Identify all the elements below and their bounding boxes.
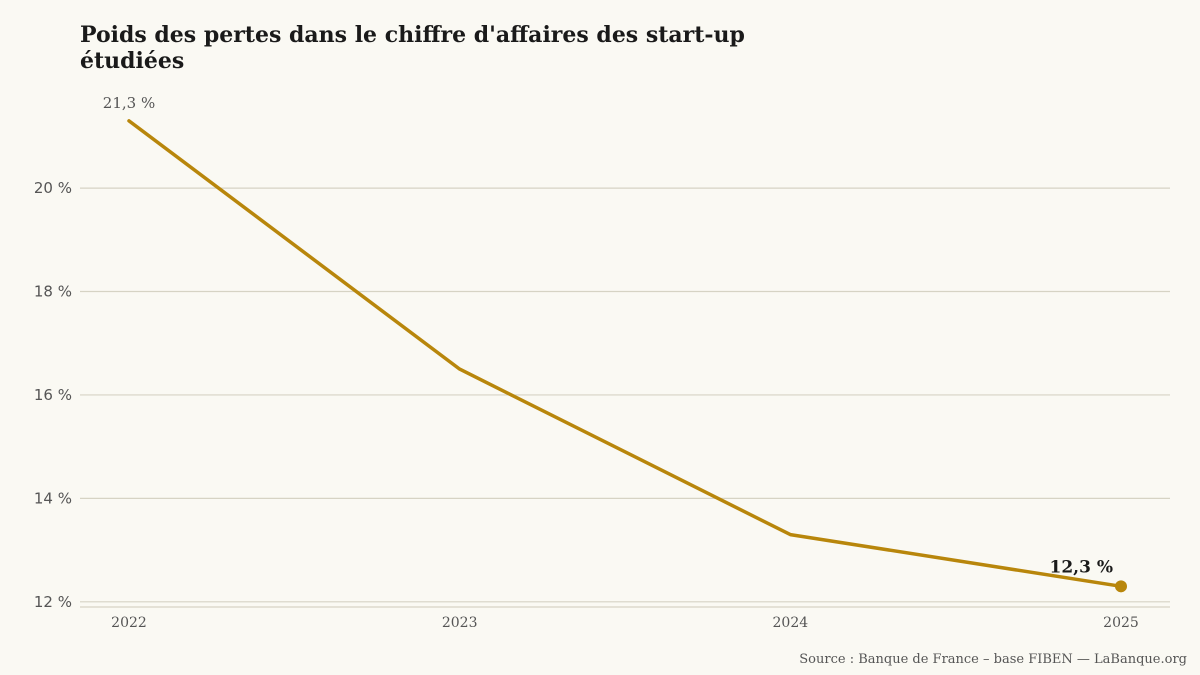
series-layer xyxy=(127,119,1127,593)
y-tick-label: 16 % xyxy=(34,386,72,404)
y-tick-label: 18 % xyxy=(34,283,72,301)
x-tick-label: 2025 xyxy=(1103,615,1139,631)
gridlines xyxy=(80,187,1170,608)
source-note: Source : Banque de France – base FIBEN —… xyxy=(799,652,1187,667)
x-tick-label: 2023 xyxy=(442,615,478,631)
y-tick-label: 20 % xyxy=(34,179,72,197)
data-label-end: 12,3 % xyxy=(1050,557,1113,577)
chart-title: Poids des pertes dans le chiffre d'affai… xyxy=(80,22,745,74)
series-line xyxy=(127,119,1123,589)
y-axis-ticks: 12 % 14 % 16 % 18 % 20 % xyxy=(34,179,72,611)
y-tick-label: 12 % xyxy=(34,593,72,611)
x-tick-label: 2024 xyxy=(773,615,809,631)
x-tick-label: 2022 xyxy=(111,615,147,631)
y-tick-label: 14 % xyxy=(34,489,72,507)
data-labels: 21,3 % 12,3 % xyxy=(103,94,1113,577)
x-axis-ticks: 2022 2023 2024 2025 xyxy=(111,615,1139,631)
end-point-marker xyxy=(1115,580,1127,593)
data-label-start: 21,3 % xyxy=(103,94,155,112)
